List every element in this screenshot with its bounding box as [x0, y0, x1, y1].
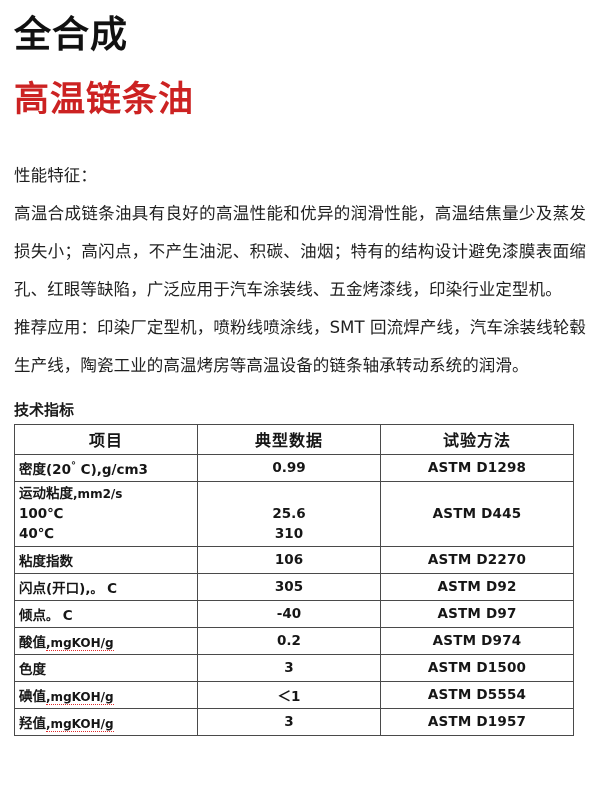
- cell-item: 闪点(开口),。 C: [14, 572, 198, 601]
- item-text-prefix: 密度(20: [19, 461, 71, 478]
- table-row: 密度(20° C),g/cm3 0.99 ASTM D1298: [14, 453, 574, 482]
- item-line-2: 100℃: [19, 505, 64, 522]
- table-row: 羟值,mgKOH/g 3 ASTM D1957: [14, 707, 574, 736]
- item-text-unit: ,mgKOH/g: [46, 635, 114, 651]
- item-line-3: 40℃: [19, 525, 55, 542]
- cell-item: 粘度指数: [14, 545, 198, 574]
- application-paragraph: 推荐应用：印染厂定型机，喷粉线喷涂线，SMT 回流焊产线，汽车涂装线轮毂生产线，…: [14, 317, 586, 375]
- item-text-prefix: 闪点(开口),: [19, 580, 91, 597]
- cell-method: ASTM D1500: [380, 653, 574, 682]
- item-text-name: 运动粘度: [19, 485, 73, 502]
- item-text-suffix: C),g/cm3: [75, 461, 148, 478]
- item-text-prefix: 倾点: [19, 607, 46, 624]
- table-header-row: 项目 典型数据 试验方法: [14, 423, 574, 455]
- cell-value: 0.2: [197, 626, 381, 655]
- item-line-1: 运动粘度,mm2/s: [19, 484, 193, 504]
- table-row: 运动粘度,mm2/s 100℃ 40℃ 25.6 310 ASTM D445: [14, 480, 574, 547]
- cell-value: 305: [197, 572, 381, 601]
- table-row: 酸值,mgKOH/g 0.2 ASTM D974: [14, 626, 574, 655]
- page-title-secondary: 高温链条油: [14, 80, 195, 121]
- cell-item: 倾点。 C: [14, 599, 198, 628]
- cell-item: 碘值,mgKOH/g: [14, 680, 198, 709]
- table-row: 碘值,mgKOH/g ＜1 ASTM D5554: [14, 680, 574, 709]
- cell-method: ASTM D97: [380, 599, 574, 628]
- cell-method: ASTM D2270: [380, 545, 574, 574]
- column-header-item: 项目: [14, 423, 198, 455]
- cell-method: ASTM D445: [380, 480, 574, 547]
- value-line-1: 25.6: [272, 505, 306, 522]
- table-row: 倾点。 C -40 ASTM D97: [14, 599, 574, 628]
- cell-value: -40: [197, 599, 381, 628]
- degree-symbol: 。: [90, 581, 103, 596]
- cell-method: ASTM D974: [380, 626, 574, 655]
- cell-item: 色度: [14, 653, 198, 682]
- degree-symbol: °: [70, 460, 76, 472]
- cell-value: 3: [197, 707, 381, 736]
- performance-paragraph: 高温合成链条油具有良好的高温性能和优异的润滑性能，高温结焦量少及蒸发损失小；高闪…: [14, 203, 586, 299]
- performance-label: 性能特征：: [14, 165, 97, 185]
- item-text-name: 羟值: [19, 715, 46, 732]
- item-text-name: 酸值: [19, 634, 46, 651]
- cell-value: ＜1: [197, 680, 381, 709]
- item-text-name: 碘值: [19, 688, 46, 705]
- cell-item: 运动粘度,mm2/s 100℃ 40℃: [14, 480, 198, 547]
- cell-method: ASTM D92: [380, 572, 574, 601]
- cell-method: ASTM D1298: [380, 453, 574, 482]
- cell-item: 酸值,mgKOH/g: [14, 626, 198, 655]
- cell-item: 密度(20° C),g/cm3: [14, 453, 198, 482]
- cell-value: 25.6 310: [197, 480, 381, 547]
- table-row: 闪点(开口),。 C 305 ASTM D92: [14, 572, 574, 601]
- description-block: 性能特征： 高温合成链条油具有良好的高温性能和优异的润滑性能，高温结焦量少及蒸发…: [14, 157, 586, 385]
- cell-method: ASTM D1957: [380, 707, 574, 736]
- column-header-method: 试验方法: [380, 423, 574, 455]
- tech-table-caption: 技术指标: [14, 400, 75, 419]
- item-text-unit: ,mm2/s: [73, 486, 123, 501]
- column-header-value: 典型数据: [197, 423, 381, 455]
- degree-symbol: 。: [46, 608, 59, 623]
- tech-spec-table: 项目 典型数据 试验方法 密度(20° C),g/cm3 0.99 ASTM D…: [14, 423, 574, 736]
- value-line-2: 310: [274, 525, 304, 542]
- cell-item: 羟值,mgKOH/g: [14, 707, 198, 736]
- item-text-suffix: C: [102, 580, 118, 597]
- table-row: 粘度指数 106 ASTM D2270: [14, 545, 574, 574]
- page-title-primary: 全合成: [14, 13, 128, 56]
- item-text-unit: ,mgKOH/g: [46, 689, 114, 705]
- cell-value: 3: [197, 653, 381, 682]
- cell-value: 0.99: [197, 453, 381, 482]
- cell-method: ASTM D5554: [380, 680, 574, 709]
- item-text-suffix: C: [58, 607, 73, 624]
- cell-value: 106: [197, 545, 381, 574]
- table-row: 色度 3 ASTM D1500: [14, 653, 574, 682]
- item-text-unit: ,mgKOH/g: [46, 716, 114, 732]
